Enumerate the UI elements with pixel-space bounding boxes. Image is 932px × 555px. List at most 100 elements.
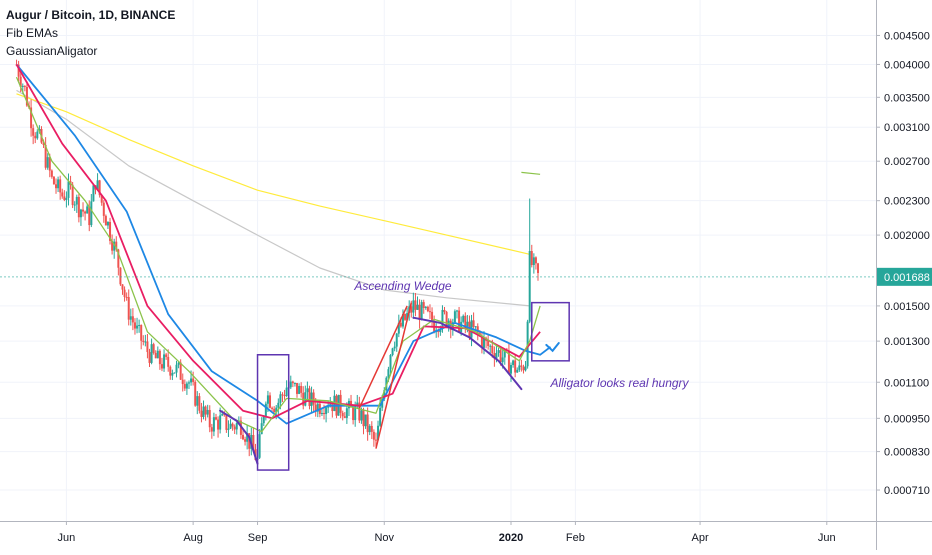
- candle: [537, 262, 540, 281]
- candle: [520, 359, 523, 372]
- candle-body: [154, 352, 157, 359]
- candle: [304, 385, 307, 407]
- candle-body: [362, 410, 365, 427]
- candle: [374, 432, 377, 447]
- sep-curve: [219, 409, 259, 465]
- candle-body: [190, 378, 193, 383]
- candle-body: [75, 196, 78, 205]
- candle: [121, 284, 124, 295]
- candle: [507, 343, 510, 374]
- candle-body: [252, 434, 255, 450]
- candle: [163, 349, 166, 372]
- candle-body: [428, 311, 431, 313]
- candle-body: [316, 403, 319, 412]
- candle: [291, 380, 294, 388]
- candle: [404, 313, 407, 321]
- candle: [426, 305, 429, 313]
- candle: [289, 375, 292, 390]
- candle-body: [173, 372, 176, 374]
- candle: [196, 391, 199, 415]
- candle-body: [493, 353, 496, 359]
- indicator-gaussian-aligator[interactable]: GaussianAligator: [6, 44, 98, 58]
- price-tick-label: 0.002700: [884, 156, 930, 168]
- candle-body: [258, 434, 261, 458]
- candle: [347, 398, 350, 417]
- candle: [192, 371, 195, 386]
- indicator-fib-emas[interactable]: Fib EMAs: [6, 26, 59, 40]
- candle-body: [179, 362, 182, 380]
- candle-body: [131, 316, 134, 323]
- candle: [167, 349, 170, 372]
- candle-body: [92, 185, 95, 202]
- candle-body: [455, 310, 458, 312]
- candle: [370, 421, 373, 439]
- candle-body: [383, 390, 386, 399]
- candle-body: [140, 325, 143, 341]
- candle-body: [320, 413, 323, 415]
- price-tick-label: 0.002300: [884, 196, 930, 208]
- candle-body: [169, 366, 172, 376]
- candle-body: [96, 180, 99, 190]
- candle-body: [331, 404, 334, 412]
- price-axis: 0.004500 0.004000 0.003500 0.003100 0.002700…: [876, 30, 930, 497]
- candle-body: [291, 381, 294, 384]
- candle-body: [389, 354, 392, 370]
- candle: [144, 334, 147, 347]
- candle-body: [244, 439, 247, 442]
- candle-body: [109, 221, 112, 241]
- candle: [175, 360, 178, 378]
- symbol-title[interactable]: Augur / Bitcoin, 1D, BINANCE: [6, 8, 176, 22]
- candle-body: [293, 382, 296, 384]
- candle: [34, 132, 37, 144]
- candle: [148, 348, 151, 367]
- candle: [283, 389, 286, 400]
- candle-body: [372, 431, 375, 440]
- candle-body: [42, 142, 45, 145]
- candle-body: [516, 369, 519, 373]
- candle-body: [443, 309, 446, 312]
- candle-body: [451, 322, 454, 330]
- candle: [200, 402, 203, 423]
- candle: [368, 424, 371, 436]
- candle-body: [115, 241, 118, 250]
- candle: [75, 194, 78, 213]
- candle-body: [510, 364, 512, 374]
- candle-body: [160, 364, 163, 369]
- candle-body: [522, 366, 525, 371]
- candle: [102, 200, 105, 223]
- candle-body: [489, 345, 492, 347]
- candle-body: [119, 267, 122, 285]
- candle: [528, 198, 531, 324]
- candle: [472, 312, 475, 329]
- candle-body: [123, 289, 126, 297]
- candle-body: [410, 306, 413, 313]
- candle: [362, 407, 365, 435]
- candle-body: [393, 346, 396, 349]
- legend: Augur / Bitcoin, 1D, BINANCE Fib EMAs Ga…: [6, 6, 175, 60]
- candle: [416, 296, 419, 310]
- candle: [393, 341, 396, 352]
- candle-body: [524, 366, 527, 371]
- ema-mid-line: [15, 64, 541, 420]
- candle-body: [133, 322, 136, 329]
- annotation-label: Ascending Wedge: [353, 279, 452, 293]
- candle-body: [152, 344, 155, 353]
- candle: [98, 179, 101, 198]
- candle-body: [117, 249, 120, 268]
- candle-body: [148, 352, 151, 363]
- candle-body: [370, 425, 373, 432]
- annotation-label: Alligator looks real hungry: [549, 376, 689, 390]
- candle-body: [512, 360, 515, 365]
- ma-grey-line: [16, 89, 530, 307]
- candle: [510, 362, 512, 382]
- candle-body: [84, 211, 87, 214]
- candle-body: [343, 416, 346, 418]
- candle: [106, 221, 109, 229]
- candle-body: [281, 394, 284, 396]
- candle: [431, 307, 434, 328]
- candle: [129, 308, 132, 326]
- candle-body: [418, 304, 421, 321]
- candle-body: [100, 195, 103, 203]
